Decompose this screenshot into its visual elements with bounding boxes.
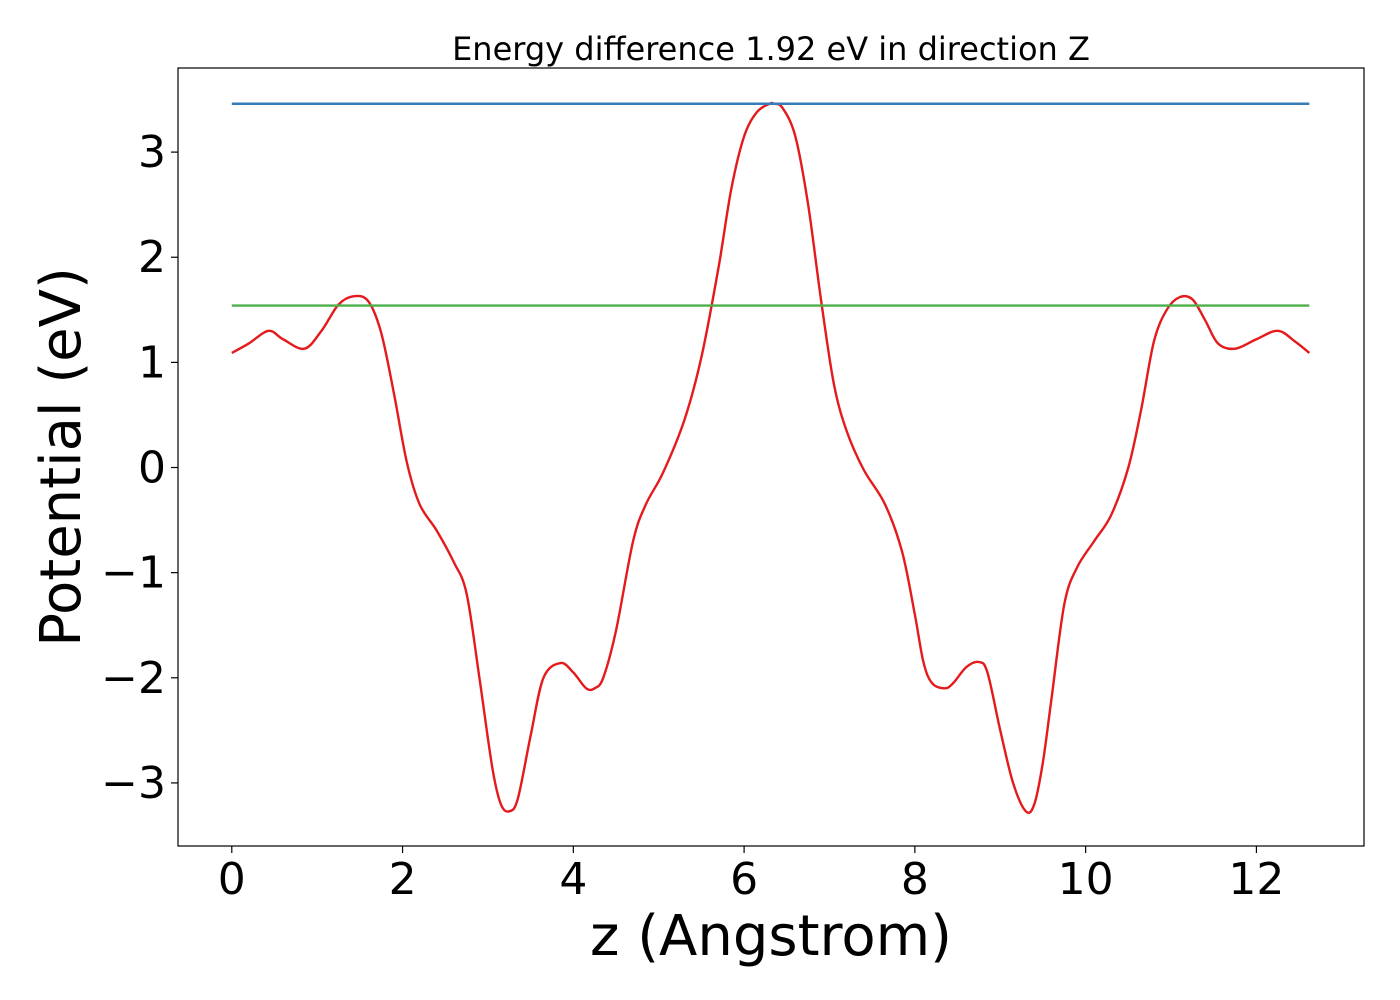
x-tick-label: 2 — [389, 854, 417, 905]
x-tick-label: 4 — [559, 854, 587, 905]
potential-curve — [231, 101, 1311, 814]
x-tick-label: 12 — [1228, 854, 1284, 905]
y-axis-title: Potential (eV) — [29, 267, 94, 647]
y-tick-label: −1 — [101, 548, 166, 599]
series-layer — [231, 101, 1311, 814]
y-tick-label: 0 — [138, 443, 166, 494]
y-tick-label: 1 — [138, 337, 166, 388]
y-tick-label: −3 — [101, 758, 166, 809]
y-tick-label: 2 — [138, 232, 166, 283]
x-tick-label: 6 — [730, 854, 758, 905]
plot-frame — [177, 67, 1365, 847]
x-axis-title: z (Angstrom) — [590, 904, 952, 969]
y-tick-label: 3 — [138, 127, 166, 178]
y-tick-label: −2 — [101, 653, 166, 704]
x-tick-label: 0 — [218, 854, 246, 905]
x-tick-label: 8 — [901, 854, 929, 905]
x-tick-label: 10 — [1058, 854, 1114, 905]
chart-title: Energy difference 1.92 eV in direction Z — [452, 30, 1090, 68]
